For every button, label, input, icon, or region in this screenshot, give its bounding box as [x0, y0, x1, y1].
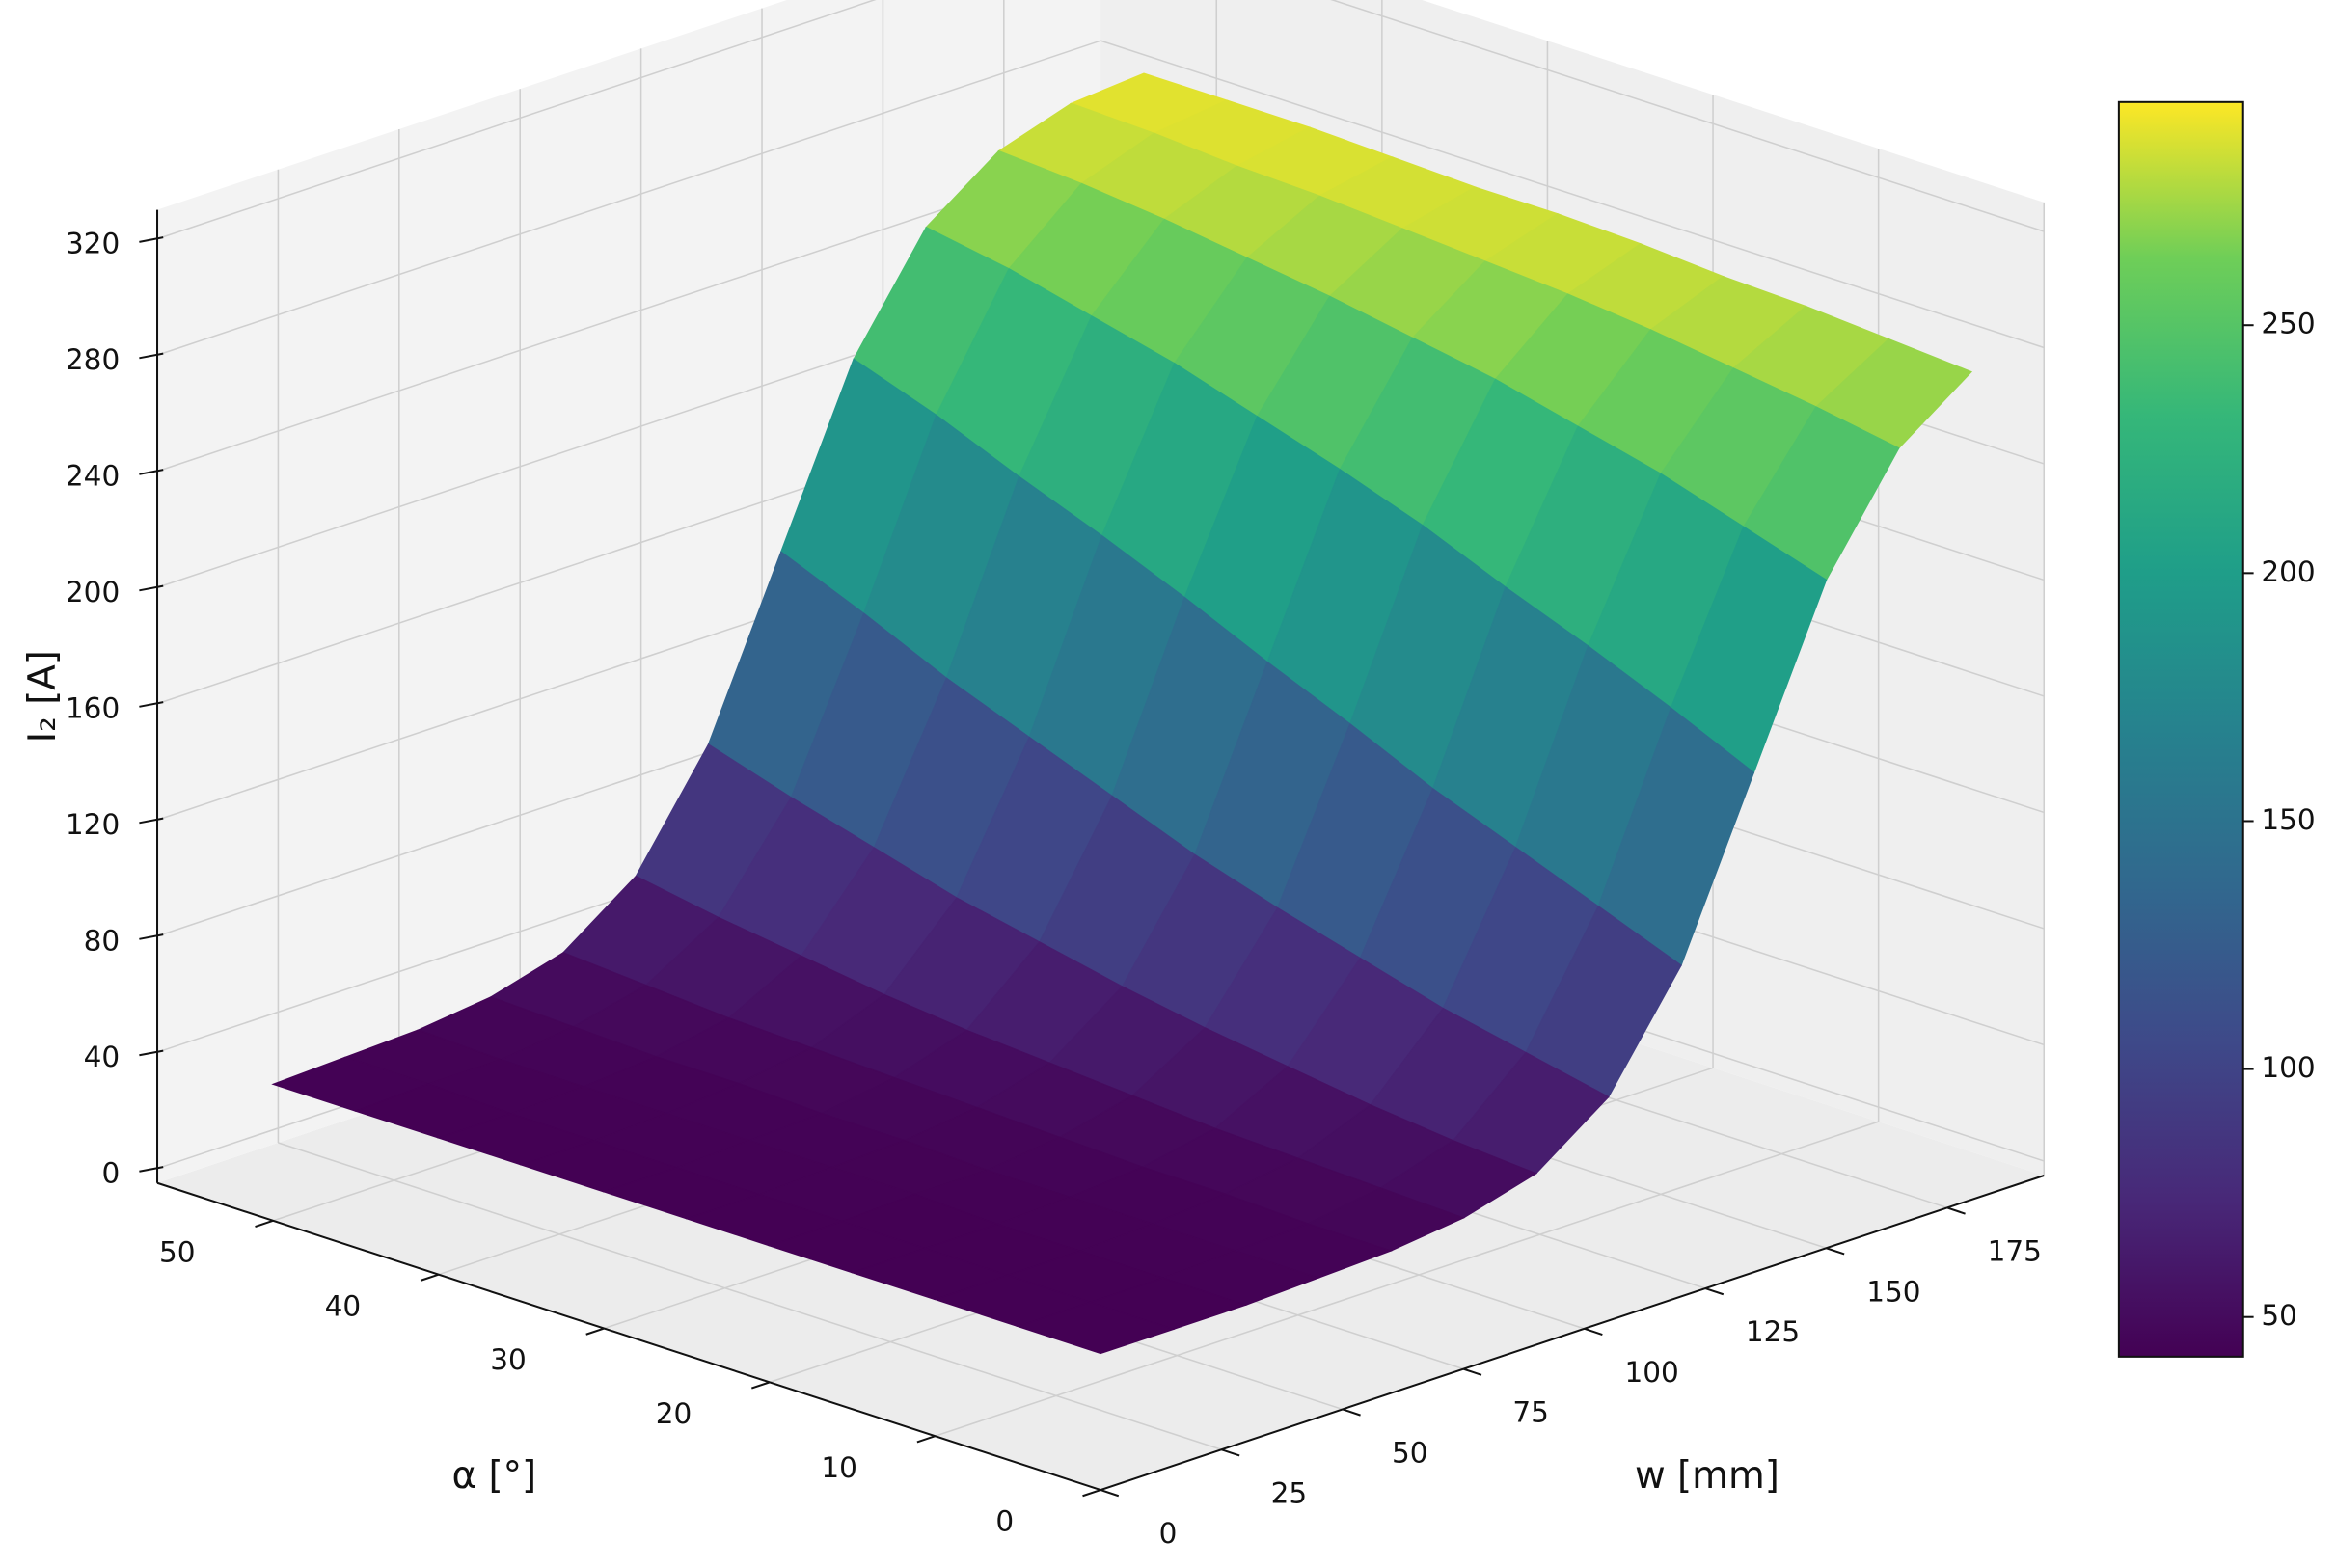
- y-axis-line: [156, 1181, 1101, 1491]
- x-tick: [1584, 1327, 1603, 1337]
- x-tick: [1704, 1287, 1725, 1296]
- y-tick-label: 20: [656, 1397, 693, 1430]
- colorbar-tick-label: 150: [2261, 803, 2315, 836]
- grid-line: [935, 1121, 1879, 1437]
- surface: [271, 72, 1973, 1355]
- x-tick-label: 75: [1512, 1396, 1549, 1429]
- z-tick: [139, 817, 164, 825]
- z-tick-label: 160: [66, 691, 120, 724]
- z-tick-label: 240: [66, 459, 120, 492]
- colorbar: 50 100 150 200 250: [2117, 100, 2316, 1358]
- grid-line: [156, 40, 1101, 356]
- x-tick: [1826, 1247, 1845, 1256]
- x-tick: [1463, 1367, 1482, 1376]
- z-tick: [139, 1166, 164, 1173]
- z-axis-label: I₂ [A]: [21, 650, 65, 743]
- z-tick-label: 280: [66, 343, 120, 376]
- x-axis-line: [1100, 1175, 2045, 1491]
- grid-line: [278, 1142, 1222, 1450]
- x-tick-label: 125: [1746, 1315, 1800, 1348]
- x-tick: [1221, 1448, 1240, 1457]
- x-tick-label: 100: [1624, 1356, 1678, 1389]
- x-tick: [1946, 1206, 1966, 1215]
- z-tick: [139, 584, 164, 592]
- x-tick-label: 0: [1159, 1517, 1178, 1550]
- x-tick-label: 150: [1866, 1275, 1920, 1308]
- y-tick: [1082, 1489, 1101, 1498]
- z-tick: [139, 469, 164, 475]
- grid-line: [156, 0, 877, 240]
- x-tick-label: 25: [1271, 1476, 1308, 1509]
- z-tick: [139, 1049, 164, 1057]
- y-tick: [255, 1219, 274, 1229]
- z-tick-label: 200: [66, 576, 120, 608]
- z-tick-label: 0: [101, 1156, 120, 1189]
- surface-patch: [1016, 1301, 1176, 1355]
- z-tick-label: 40: [84, 1041, 121, 1073]
- colorbar-tick-label: 100: [2261, 1051, 2315, 1084]
- y-axis-label: α [°]: [452, 1454, 537, 1498]
- colorbar-tick-label: 200: [2261, 555, 2315, 588]
- y-tick: [585, 1327, 605, 1336]
- x-tick-label: 50: [1392, 1437, 1428, 1470]
- z-tick: [139, 933, 164, 940]
- axes: 0 25 50 75 100 125 150 175 0 10 20 30 40 50 0 40 80 120 16…: [66, 209, 2045, 1550]
- z-tick-label: 120: [66, 808, 120, 841]
- grid-line: [1330, 0, 2045, 232]
- grid-line: [1100, 40, 2045, 349]
- z-tick-label: 320: [66, 227, 120, 259]
- x-tick: [1342, 1408, 1361, 1417]
- colorbar-tick-label: 250: [2261, 308, 2315, 340]
- colorbar-scale: [2117, 100, 2244, 1358]
- z-tick: [139, 352, 164, 360]
- y-tick: [750, 1381, 771, 1390]
- z-tick-label: 80: [84, 924, 121, 957]
- y-tick-label: 40: [325, 1289, 362, 1322]
- y-tick-label: 10: [821, 1451, 857, 1484]
- z-tick: [139, 701, 164, 708]
- x-tick-label: 175: [1988, 1235, 2042, 1268]
- y-tick: [420, 1273, 440, 1282]
- z-tick: [139, 236, 164, 243]
- y-tick-label: 50: [159, 1236, 196, 1269]
- y-tick-label: 30: [490, 1343, 527, 1376]
- x-tick: [1100, 1489, 1120, 1498]
- y-tick: [916, 1435, 936, 1444]
- y-tick-label: 0: [995, 1505, 1014, 1538]
- colorbar-tick-label: 50: [2261, 1299, 2297, 1332]
- x-axis-label: w [mm]: [1635, 1454, 1779, 1498]
